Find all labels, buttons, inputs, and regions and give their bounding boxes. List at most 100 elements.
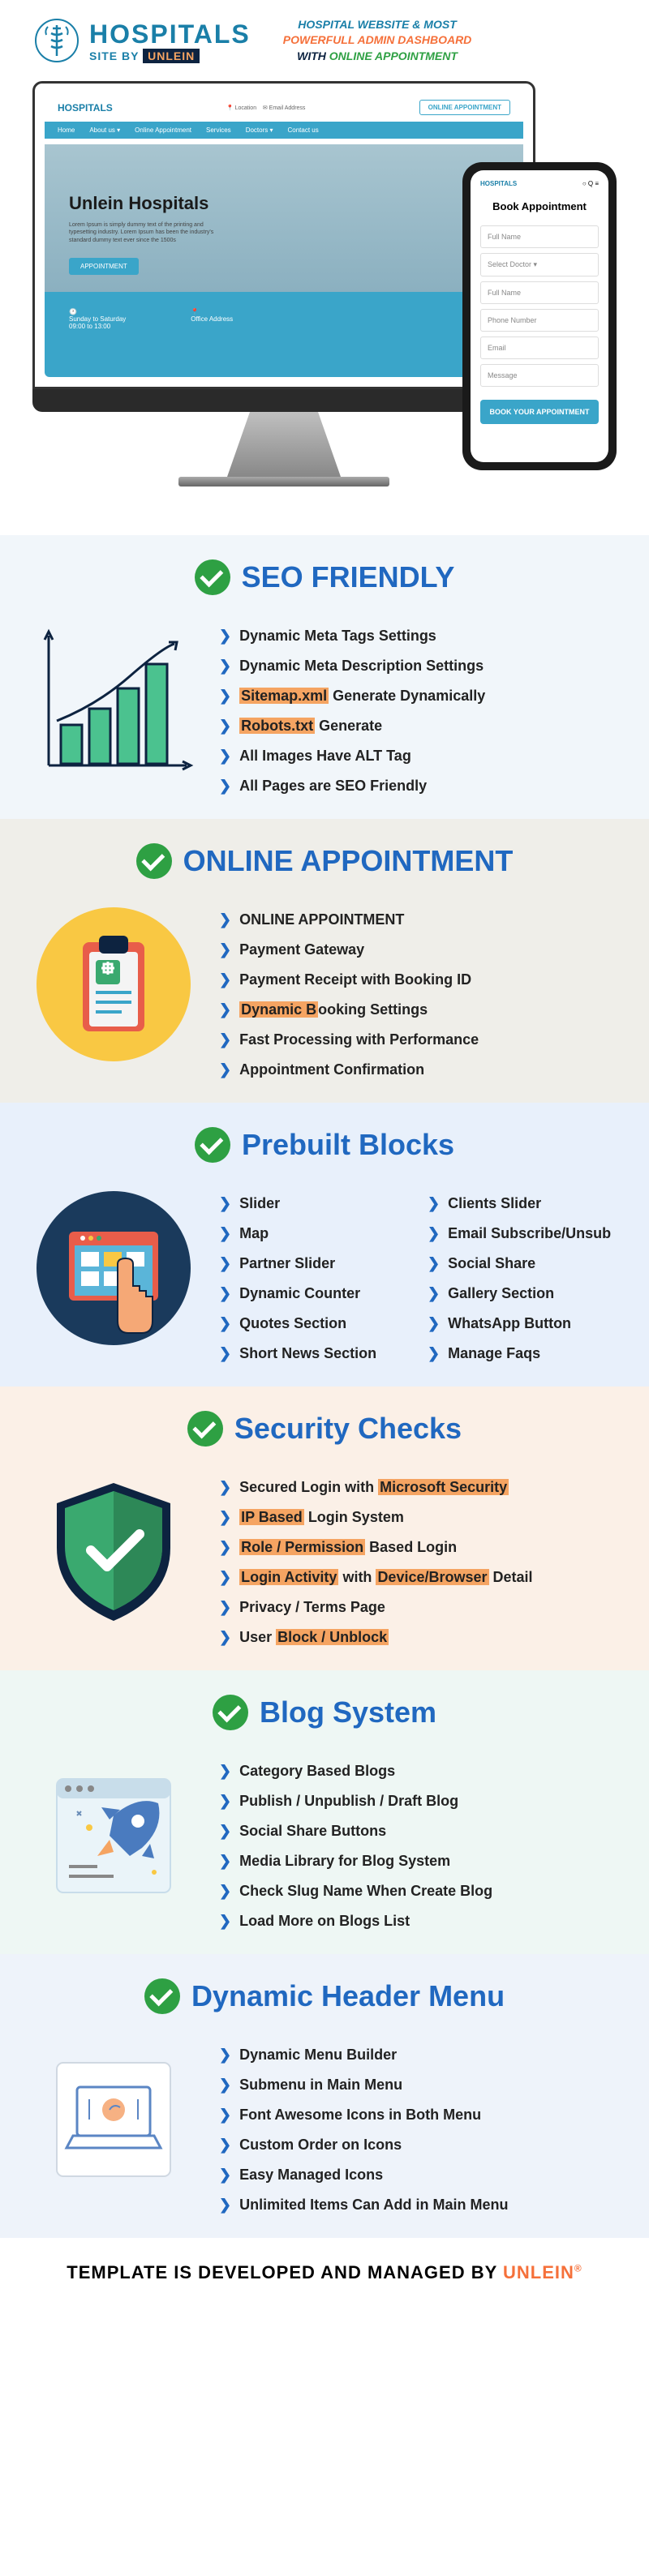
chevron-icon: ❯ <box>219 971 231 988</box>
logo-main-text: HOSPITALS <box>89 19 251 49</box>
device-mockup: HOSPITALS 📍 Location ✉ Email Address ONL… <box>0 81 649 503</box>
book-appt-button[interactable]: BOOK YOUR APPOINTMENT <box>480 400 599 424</box>
feature-item: ❯Submenu in Main Menu <box>219 2077 617 2094</box>
chevron-icon: ❯ <box>219 688 231 705</box>
form-field[interactable]: Message <box>480 364 599 387</box>
chevron-icon: ❯ <box>219 1629 231 1646</box>
touch-icon <box>32 1187 195 1349</box>
feature-item: ❯Secured Login with Microsoft Security <box>219 1479 617 1496</box>
nav-item[interactable]: Doctors ▾ <box>246 126 273 134</box>
chevron-icon: ❯ <box>219 1225 231 1242</box>
check-icon <box>195 1127 230 1163</box>
feature-item: ❯Category Based Blogs <box>219 1763 617 1780</box>
feature-item: ❯Font Awesome Icons in Both Menu <box>219 2107 617 2124</box>
chevron-icon: ❯ <box>219 941 231 958</box>
phone-form-title: Book Appointment <box>480 200 599 212</box>
feature-item: ❯Media Library for Blog System <box>219 1853 617 1870</box>
feature-item: ❯Slider <box>219 1195 408 1212</box>
section-title: Prebuilt Blocks <box>32 1127 617 1163</box>
feature-item: ❯Unlimited Items Can Add in Main Menu <box>219 2197 617 2214</box>
chevron-icon: ❯ <box>219 778 231 795</box>
chevron-icon: ❯ <box>219 1793 231 1810</box>
form-field[interactable]: Select Doctor ▾ <box>480 253 599 276</box>
nav-item[interactable]: Home <box>58 126 75 134</box>
hero-title: Unlein Hospitals <box>69 193 208 214</box>
chevron-icon: ❯ <box>219 2197 231 2214</box>
feature-item: ❯Email Subscribe/Unsub <box>428 1225 617 1242</box>
feature-item: ❯Dynamic Meta Tags Settings <box>219 628 617 645</box>
chevron-icon: ❯ <box>428 1195 440 1212</box>
mini-logo: HOSPITALS <box>58 102 113 114</box>
chevron-icon: ❯ <box>428 1255 440 1272</box>
feature-item: ❯Dynamic Booking Settings <box>219 1001 617 1018</box>
hero-button[interactable]: APPOINTMENT <box>69 258 139 275</box>
chevron-icon: ❯ <box>428 1285 440 1302</box>
chevron-icon: ❯ <box>219 1031 231 1048</box>
feature-item: ❯Custom Order on Icons <box>219 2137 617 2154</box>
feature-item: ❯Privacy / Terms Page <box>219 1599 617 1616</box>
form-field[interactable]: Phone Number <box>480 309 599 332</box>
feature-section: Security Checks ❯Secured Login with Micro… <box>0 1387 649 1670</box>
laptop-icon <box>32 2038 195 2201</box>
chevron-icon: ❯ <box>219 911 231 928</box>
check-icon <box>136 843 172 879</box>
feature-item: ❯IP Based Login System <box>219 1509 617 1526</box>
feature-item: ❯Social Share Buttons <box>219 1823 617 1840</box>
hero-subtitle: Lorem Ipsum is simply dummy text of the … <box>69 221 231 245</box>
nav-item[interactable]: Services <box>206 126 231 134</box>
chart-icon <box>32 619 195 782</box>
feature-item: ❯ONLINE APPOINTMENT <box>219 911 617 928</box>
phone-mockup: HOSPITALS○ Q ≡ Book Appointment Full Nam… <box>462 162 617 470</box>
chevron-icon: ❯ <box>428 1315 440 1332</box>
chevron-icon: ❯ <box>219 1315 231 1332</box>
chevron-icon: ❯ <box>219 628 231 645</box>
form-field[interactable]: Full Name <box>480 281 599 304</box>
section-title: Security Checks <box>32 1411 617 1447</box>
chevron-icon: ❯ <box>219 1599 231 1616</box>
feature-item: ❯Gallery Section <box>428 1285 617 1302</box>
nav-item[interactable]: About us ▾ <box>89 126 120 134</box>
feature-section: Prebuilt Blocks ❯Slider ❯Map ❯Partner Slide… <box>0 1103 649 1387</box>
chevron-icon: ❯ <box>219 1823 231 1840</box>
chevron-icon: ❯ <box>219 1001 231 1018</box>
page-header: HOSPITALS SITE BY UNLEIN HOSPITAL WEBSIT… <box>0 0 649 81</box>
logo: HOSPITALS SITE BY UNLEIN <box>32 16 251 65</box>
rocket-icon <box>32 1755 195 1917</box>
feature-section: ONLINE APPOINTMENT ❯ONLINE APPOINTMENT ❯Pa… <box>0 819 649 1103</box>
feature-item: ❯Dynamic Menu Builder <box>219 2047 617 2064</box>
feature-item: ❯All Pages are SEO Friendly <box>219 778 617 795</box>
check-icon <box>187 1411 223 1447</box>
feature-item: ❯Publish / Unpublish / Draft Blog <box>219 1793 617 1810</box>
chevron-icon: ❯ <box>219 658 231 675</box>
feature-item: ❯Partner Slider <box>219 1255 408 1272</box>
check-icon <box>213 1695 248 1730</box>
chevron-icon: ❯ <box>219 1255 231 1272</box>
feature-section: Blog System❯Category Based Blogs❯Publish… <box>0 1670 649 1954</box>
feature-item: ❯Clients Slider <box>428 1195 617 1212</box>
feature-item: ❯Fast Processing with Performance <box>219 1031 617 1048</box>
feature-item: ❯Payment Receipt with Booking ID <box>219 971 617 988</box>
nav-item[interactable]: Online Appointment <box>135 126 191 134</box>
feature-item: ❯Social Share <box>428 1255 617 1272</box>
form-field[interactable]: Full Name <box>480 225 599 248</box>
chevron-icon: ❯ <box>219 1195 231 1212</box>
chevron-icon: ❯ <box>219 1913 231 1930</box>
feature-item: ❯Login Activity with Device/Browser Deta… <box>219 1569 617 1586</box>
chevron-icon: ❯ <box>219 1883 231 1900</box>
section-title: SEO FRIENDLY <box>32 559 617 595</box>
section-title: ONLINE APPOINTMENT <box>32 843 617 879</box>
tagline: HOSPITAL WEBSITE & MOST POWERFULL ADMIN … <box>283 17 472 65</box>
feature-item: ❯Map <box>219 1225 408 1242</box>
nav-item[interactable]: Contact us <box>288 126 319 134</box>
feature-item: ❯Dynamic Meta Description Settings <box>219 658 617 675</box>
chevron-icon: ❯ <box>219 1569 231 1586</box>
clipboard-icon <box>32 903 195 1065</box>
feature-item: ❯Quotes Section <box>219 1315 408 1332</box>
online-appt-button[interactable]: ONLINE APPOINTMENT <box>419 100 510 115</box>
chevron-icon: ❯ <box>219 748 231 765</box>
form-field[interactable]: Email <box>480 336 599 359</box>
feature-item: ❯Dynamic Counter <box>219 1285 408 1302</box>
desktop-nav-menu: Home About us ▾ Online Appointment Services… <box>45 122 523 139</box>
feature-item: ❯Load More on Blogs List <box>219 1913 617 1930</box>
shield-icon <box>32 1471 195 1633</box>
